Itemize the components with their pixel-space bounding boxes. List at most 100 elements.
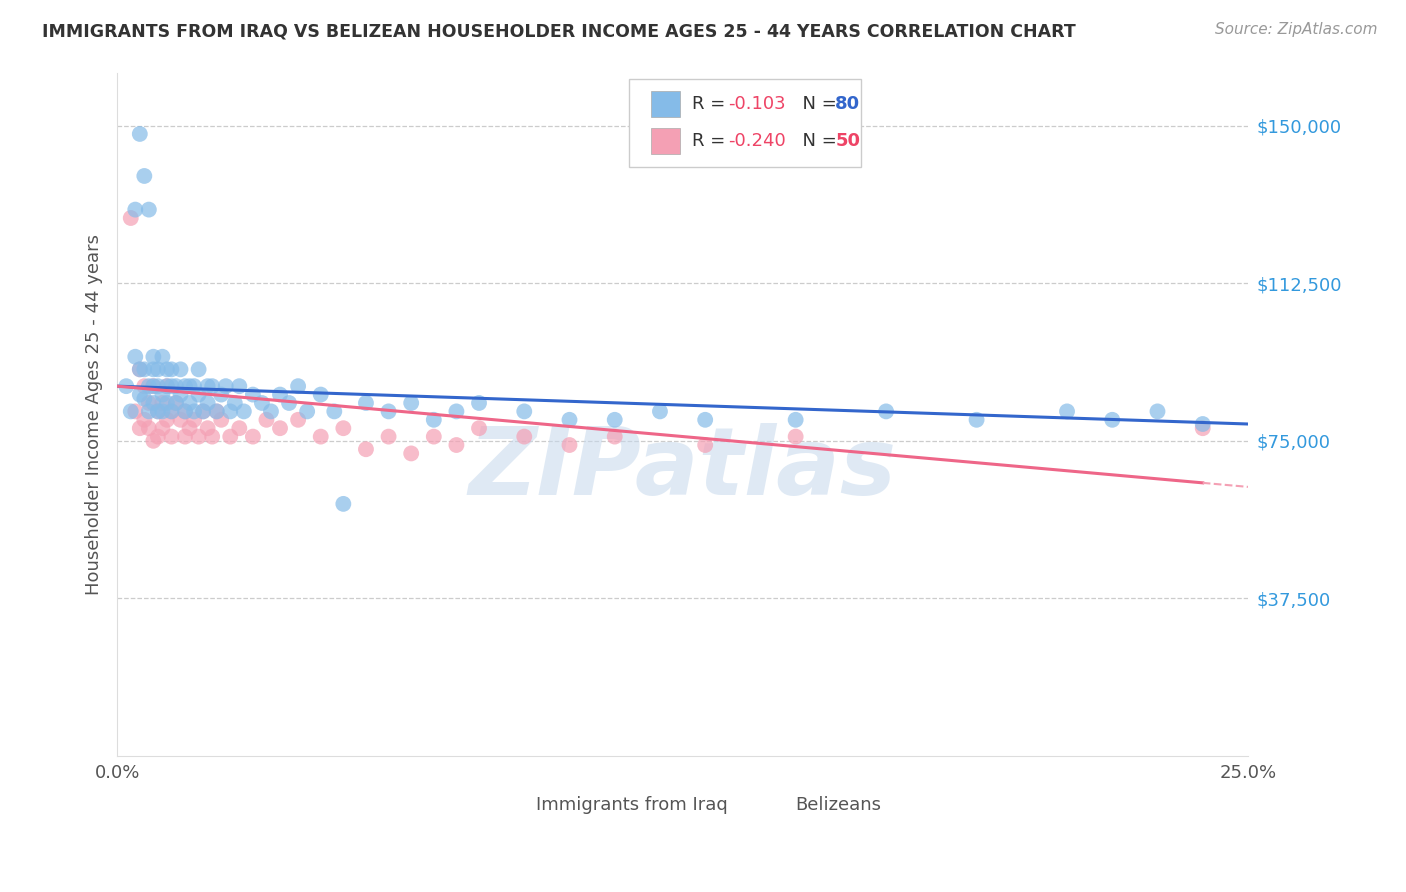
Point [399,446,422,460]
Point [160,379,183,393]
Point [201,429,224,443]
Point [146,429,169,443]
FancyBboxPatch shape [651,91,681,117]
Point [138,396,160,410]
Point [174,379,197,393]
Point [446,438,468,452]
Point [142,379,165,393]
Point [187,387,209,401]
Point [134,169,156,183]
Point [558,438,581,452]
Point [205,404,228,418]
Text: N =: N = [792,132,842,151]
Point [142,362,165,376]
Point [1146,404,1168,418]
Point [146,362,169,376]
Point [1191,417,1213,431]
Point [309,429,332,443]
Point [468,421,491,435]
Point [648,404,671,418]
Point [169,387,191,401]
Point [966,413,988,427]
Point [209,387,232,401]
Point [138,404,160,418]
Point [160,362,183,376]
Text: Immigrants from Iraq: Immigrants from Iraq [536,797,727,814]
Point [174,404,197,418]
Point [201,379,224,393]
Point [165,396,187,410]
Point [156,396,179,410]
Point [875,404,897,418]
Point [332,421,354,435]
Text: ZIPatlas: ZIPatlas [468,423,897,516]
Point [152,396,174,410]
Point [120,404,142,418]
Point [191,404,214,418]
Point [124,202,146,217]
Point [377,404,399,418]
Text: IMMIGRANTS FROM IRAQ VS BELIZEAN HOUSEHOLDER INCOME AGES 25 - 44 YEARS CORRELATI: IMMIGRANTS FROM IRAQ VS BELIZEAN HOUSEHO… [42,22,1076,40]
Point [179,396,201,410]
Point [1056,404,1078,418]
Point [179,379,201,393]
Point [260,404,283,418]
Point [138,202,160,217]
Text: -0.103: -0.103 [728,95,786,113]
Point [399,396,422,410]
Point [142,350,165,364]
Point [183,413,205,427]
Point [354,442,377,457]
Point [256,413,278,427]
Point [165,379,187,393]
Point [142,434,165,448]
Point [146,379,169,393]
Point [197,379,219,393]
Point [115,379,138,393]
Point [134,413,156,427]
FancyBboxPatch shape [630,79,862,167]
Point [156,379,179,393]
Point [134,392,156,406]
Point [169,413,191,427]
Point [695,438,717,452]
Point [513,404,536,418]
Point [138,421,160,435]
FancyBboxPatch shape [759,793,787,818]
Text: 50: 50 [835,132,860,151]
Point [179,421,201,435]
Point [603,413,626,427]
Point [468,396,491,410]
Point [152,387,174,401]
Point [174,429,197,443]
Point [174,404,197,418]
Text: R =: R = [692,132,731,151]
Point [354,396,377,410]
Point [152,421,174,435]
Point [603,429,626,443]
Point [1101,413,1123,427]
Point [209,413,232,427]
Point [228,421,250,435]
Point [242,429,264,443]
Point [183,404,205,418]
Point [156,413,179,427]
Point [215,379,238,393]
Point [250,396,273,410]
Point [224,396,246,410]
Point [138,379,160,393]
Point [219,429,242,443]
Point [128,421,150,435]
Point [1191,421,1213,435]
Y-axis label: Householder Income Ages 25 - 44 years: Householder Income Ages 25 - 44 years [86,234,103,595]
Point [446,404,468,418]
Point [160,404,183,418]
Point [187,362,209,376]
Point [152,404,174,418]
Point [423,429,446,443]
Point [169,362,191,376]
Point [242,387,264,401]
Point [558,413,581,427]
Point [323,404,346,418]
Point [187,429,209,443]
